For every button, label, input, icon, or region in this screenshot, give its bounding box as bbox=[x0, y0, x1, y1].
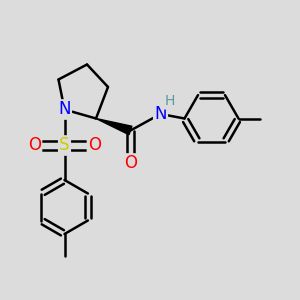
Text: O: O bbox=[88, 136, 101, 154]
Text: S: S bbox=[59, 136, 70, 154]
Text: N: N bbox=[154, 105, 167, 123]
Text: N: N bbox=[58, 100, 71, 118]
Polygon shape bbox=[96, 118, 132, 135]
Text: H: H bbox=[164, 94, 175, 108]
Text: O: O bbox=[28, 136, 41, 154]
Text: O: O bbox=[124, 154, 137, 172]
